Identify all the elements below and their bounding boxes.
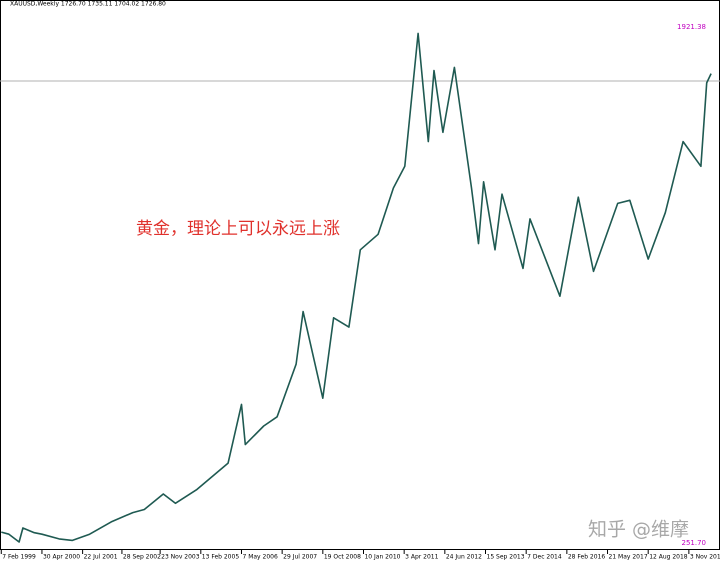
x-tick-label: 21 May 2017 xyxy=(609,554,648,561)
x-tick-label: 29 Jul 2007 xyxy=(283,554,317,561)
x-tick-label: 10 Jan 2010 xyxy=(364,554,400,561)
y-tick-label: 1921.38 xyxy=(677,23,706,31)
annotation: 黄金，理论上可以永远上涨 xyxy=(136,219,340,239)
y-tick-label: 251.70 xyxy=(682,539,707,547)
x-tick-label: 3 Nov 2019 xyxy=(690,554,720,561)
x-tick-label: 24 Jun 2012 xyxy=(446,554,482,561)
x-tick-label: 7 Dec 2014 xyxy=(527,554,562,561)
x-tick-label: 30 Apr 2000 xyxy=(43,554,80,561)
x-tick-label: 23 Nov 2003 xyxy=(161,554,200,561)
x-tick-label: 3 Apr 2011 xyxy=(405,554,438,561)
x-tick-label: 28 Sep 2002 xyxy=(123,554,161,561)
price-line-series xyxy=(1,32,712,543)
x-tick-label: 13 Feb 2005 xyxy=(202,554,240,561)
x-tick-label: 19 Oct 2008 xyxy=(324,554,361,561)
x-tick-label: 22 Jul 2001 xyxy=(84,554,118,561)
x-tick-label: 12 Aug 2018 xyxy=(649,554,688,561)
watermark: 知乎 @维摩 xyxy=(588,519,689,541)
chart-header: XAUUSD,Weekly 1726.70 1735.11 1704.02 17… xyxy=(10,1,166,8)
x-tick-label: 7 Feb 1999 xyxy=(2,554,36,561)
x-tick-label: 7 May 2006 xyxy=(242,554,277,561)
x-tick-label: 28 Feb 2016 xyxy=(568,554,606,561)
x-tick-label: 15 Sep 2013 xyxy=(487,554,525,561)
